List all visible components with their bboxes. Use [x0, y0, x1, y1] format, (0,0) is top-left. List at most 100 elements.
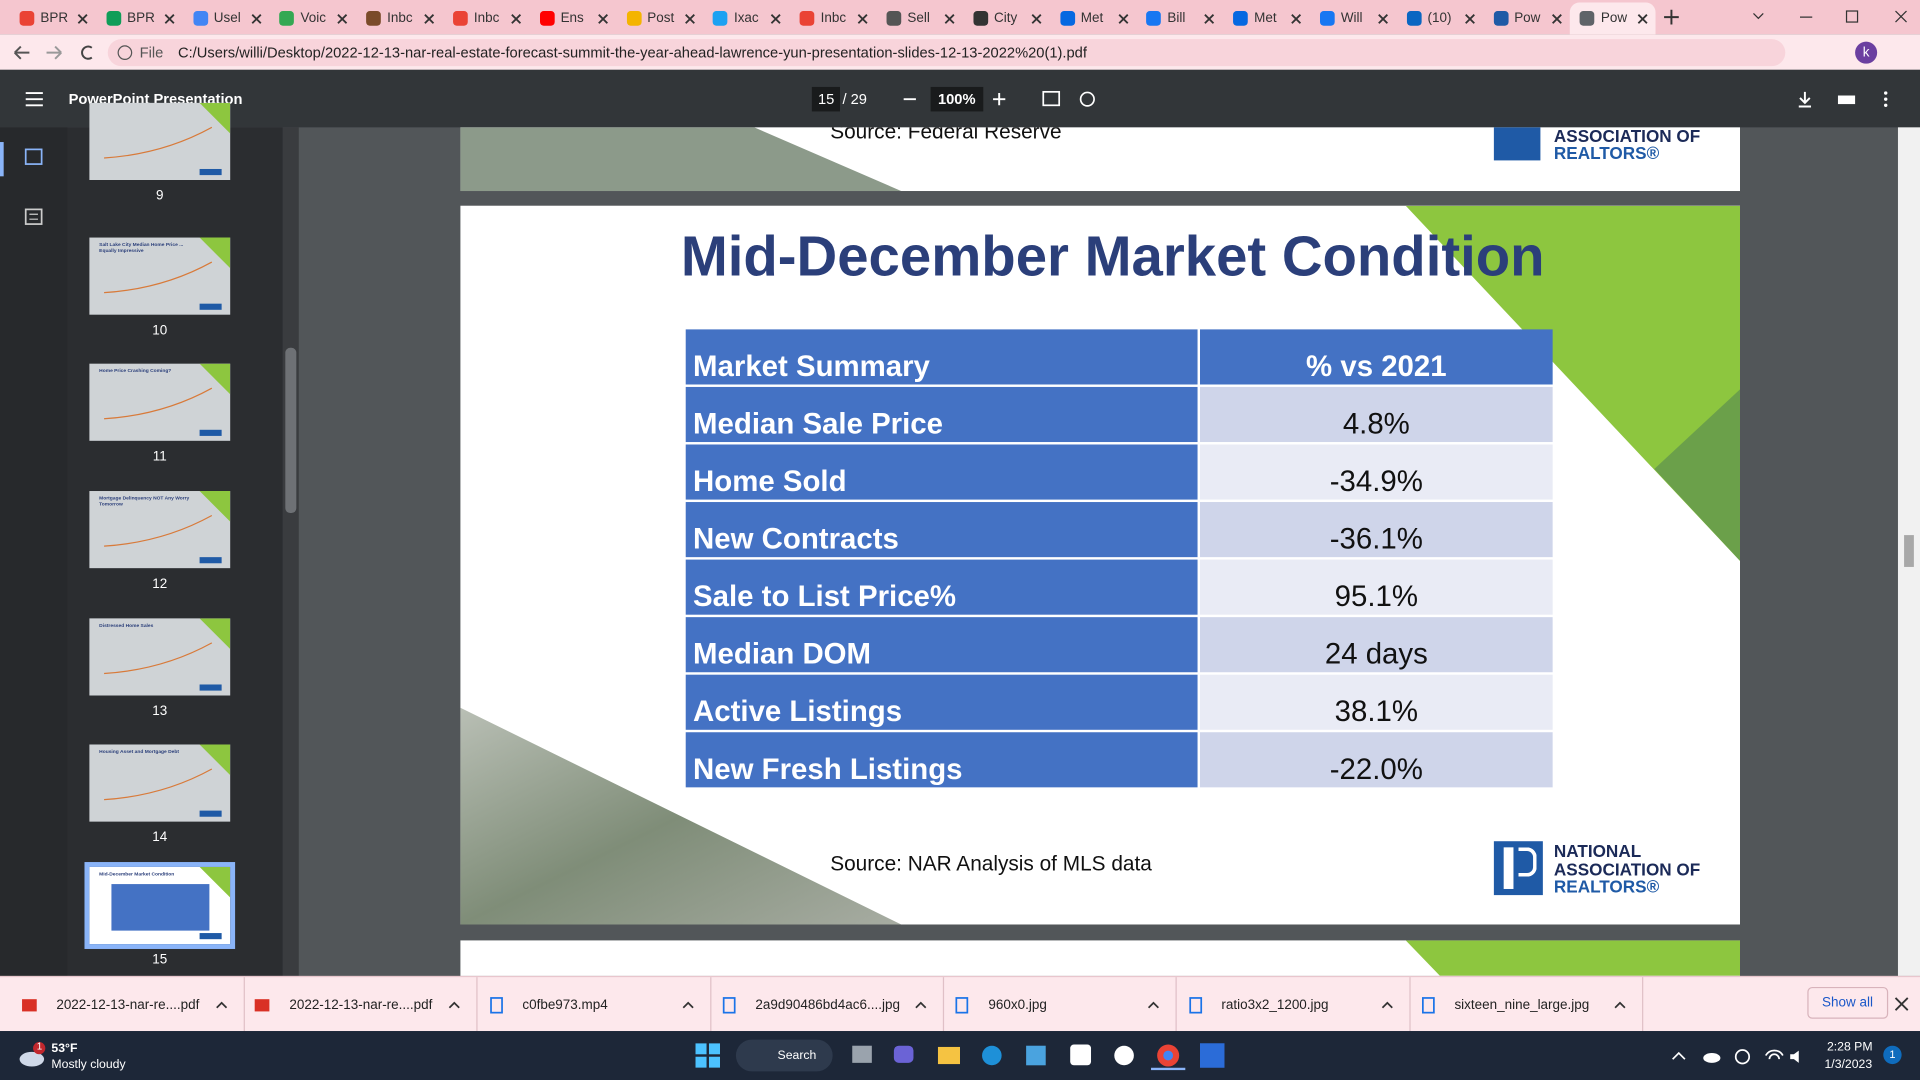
tab-close[interactable]: [77, 13, 88, 24]
tab-close[interactable]: [1291, 13, 1302, 24]
notification-badge[interactable]: 1: [1883, 1045, 1902, 1065]
window-controls[interactable]: [1751, 9, 1910, 26]
tab-close[interactable]: [944, 13, 955, 24]
tab[interactable]: Bill: [1137, 2, 1223, 34]
thumbnail[interactable]: Mid-December Market Condition: [84, 862, 236, 949]
tab[interactable]: Will: [1310, 2, 1396, 34]
tab-close[interactable]: [597, 13, 608, 24]
tab[interactable]: Inbc: [790, 2, 876, 34]
tab-close[interactable]: [1551, 13, 1562, 24]
tab[interactable]: Ens: [530, 2, 616, 34]
tab-close[interactable]: [164, 13, 175, 24]
tab[interactable]: Inbc: [357, 2, 443, 34]
tab-close[interactable]: [337, 13, 348, 24]
download-item[interactable]: 2a9d90486bd4ac6....jpg: [711, 977, 944, 1033]
zoom-input[interactable]: 100%: [930, 86, 983, 112]
thumbnail-number: 10: [152, 323, 168, 338]
slide-source: Source: NAR Analysis of MLS data: [830, 852, 1152, 876]
new-tab[interactable]: [1663, 9, 1680, 26]
download-menu[interactable]: [1139, 999, 1176, 1011]
thumbnail[interactable]: Housing Asset and Mortgage Debt: [89, 744, 231, 822]
tab-icon: [1233, 11, 1248, 26]
thumbnail-caption: Mortgage Delinquency NOT Any Worry Tomor…: [99, 494, 190, 507]
temperature: 53°F: [51, 1042, 78, 1056]
tab[interactable]: City: [963, 2, 1049, 34]
table-row: Median DOM 24 days: [685, 617, 1553, 673]
tab-close[interactable]: [857, 13, 868, 24]
download-item[interactable]: 2022-12-13-nar-re....pdf: [245, 977, 478, 1033]
tab[interactable]: Met: [1223, 2, 1309, 34]
page-scrollbar[interactable]: [1897, 127, 1920, 976]
download-item[interactable]: 960x0.jpg: [944, 977, 1177, 1033]
tab-close[interactable]: [424, 13, 435, 24]
show-all[interactable]: Show all: [1807, 986, 1888, 1019]
url-scheme: File: [139, 44, 164, 62]
menu-button[interactable]: [24, 91, 44, 108]
page-input[interactable]: 15: [811, 86, 841, 112]
close-downloads[interactable]: [1894, 997, 1909, 1012]
taskbar-apps[interactable]: [847, 1041, 1239, 1071]
profile[interactable]: k: [1855, 41, 1878, 64]
download-item[interactable]: 2022-12-13-nar-re....pdf: [12, 977, 245, 1033]
rail-icons[interactable]: [24, 148, 44, 258]
tab-close[interactable]: [771, 13, 782, 24]
fit-rotate[interactable]: [1042, 89, 1115, 109]
tab-close[interactable]: [1031, 13, 1042, 24]
tab-close[interactable]: [1638, 13, 1649, 24]
tab[interactable]: Post: [617, 2, 703, 34]
tab-icon: [1406, 11, 1422, 26]
download-menu[interactable]: [1372, 999, 1409, 1011]
pdf-actions[interactable]: [1795, 89, 1898, 109]
tab[interactable]: Voic: [270, 2, 356, 34]
download-item[interactable]: c0fbe973.mp4: [478, 977, 711, 1033]
weather-icon: [19, 1042, 46, 1067]
file-icon: [489, 996, 503, 1013]
tab-close[interactable]: [511, 13, 522, 24]
thumbnail[interactable]: Mortgage Delinquency NOT Any Worry Tomor…: [89, 491, 231, 569]
download-name: 2022-12-13-nar-re....pdf: [56, 997, 200, 1013]
download-item[interactable]: sixteen_nine_large.jpg: [1410, 977, 1644, 1033]
tab[interactable]: Met: [1050, 2, 1136, 34]
tab[interactable]: BPR: [10, 2, 96, 34]
nav-buttons[interactable]: [10, 40, 108, 64]
search-box[interactable]: Search: [735, 1039, 833, 1072]
tab[interactable]: Inbc: [443, 2, 529, 34]
tab-icon: [19, 11, 35, 26]
start-button[interactable]: [695, 1043, 720, 1068]
tab[interactable]: Pow: [1570, 2, 1656, 35]
zoom-in[interactable]: [991, 91, 1008, 108]
tab[interactable]: Usel: [183, 2, 269, 34]
tab[interactable]: BPR: [96, 2, 182, 34]
address-bar[interactable]: File C:/Users/willi/Desktop/2022-12-13-n…: [107, 39, 1786, 67]
thumbnail[interactable]: [89, 102, 231, 180]
download-menu[interactable]: [906, 999, 943, 1011]
tab-close[interactable]: [1378, 13, 1389, 24]
download-menu[interactable]: [1605, 999, 1642, 1011]
tab-close[interactable]: [1204, 13, 1215, 24]
tab-close[interactable]: [1464, 13, 1475, 24]
pdf-toolbar: PowerPoint Presentation 15 / 29 100%: [0, 69, 1920, 128]
file-icon: [1188, 996, 1202, 1013]
tab-close[interactable]: [684, 13, 695, 24]
slide-source: Source: Federal Reserve: [830, 127, 1062, 144]
download-menu[interactable]: [207, 999, 244, 1011]
thumbnail[interactable]: Distressed Home Sales: [89, 618, 231, 696]
download-menu[interactable]: [440, 999, 477, 1011]
weather-badge: 1: [36, 1040, 43, 1052]
tab[interactable]: (10): [1397, 2, 1483, 34]
tab[interactable]: Ixac: [703, 2, 789, 34]
download-menu[interactable]: [673, 999, 710, 1011]
tab-icon: [713, 11, 728, 26]
thumbnail[interactable]: Salt Lake City Median Home Price ... Equ…: [89, 237, 231, 315]
download-item[interactable]: ratio3x2_1200.jpg: [1177, 977, 1410, 1033]
tab-close[interactable]: [251, 13, 262, 24]
thumbnail[interactable]: Home Price Crashing Coming?: [89, 363, 231, 441]
tab-close[interactable]: [1117, 13, 1128, 24]
tab[interactable]: Sell: [877, 2, 963, 34]
sidebar-scrollbar[interactable]: [282, 127, 299, 976]
zoom-out[interactable]: [901, 91, 918, 108]
tab[interactable]: Pow: [1484, 2, 1570, 34]
system-tray[interactable]: [1670, 1047, 1805, 1067]
tab-icon: [539, 11, 555, 26]
